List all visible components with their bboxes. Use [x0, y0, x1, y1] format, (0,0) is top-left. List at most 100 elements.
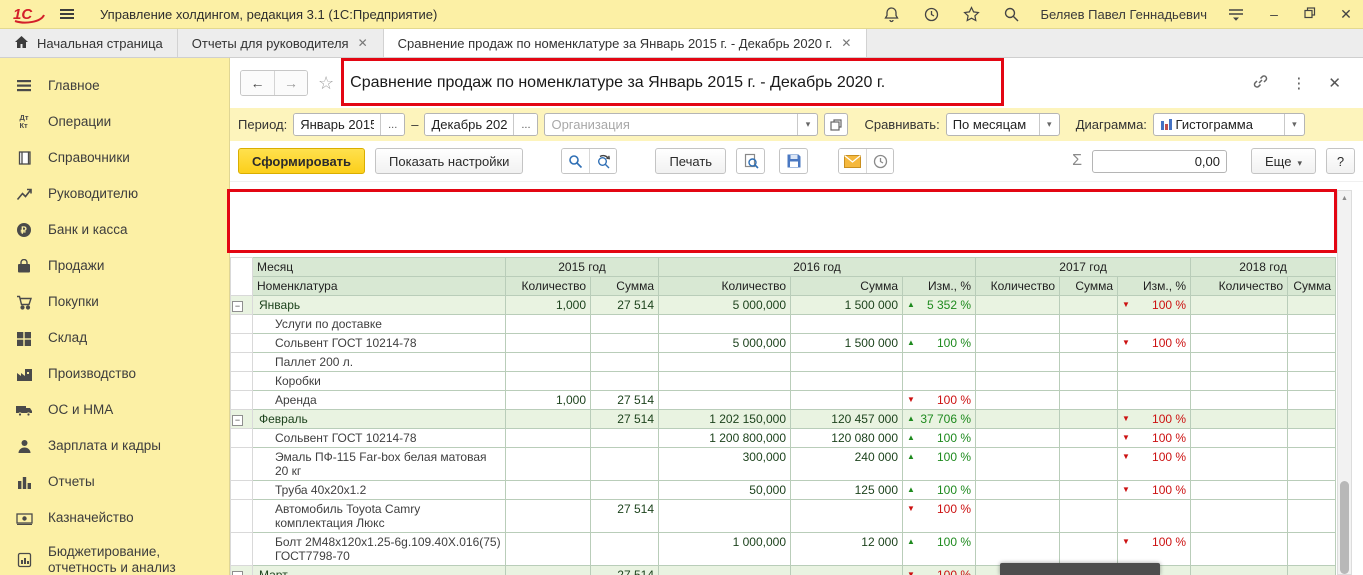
send-mail-button[interactable]	[839, 149, 867, 173]
cell-g16[interactable]: ▲ 100 %	[901, 480, 977, 500]
restore-button[interactable]	[1301, 6, 1319, 22]
cell-s16[interactable]	[790, 352, 903, 372]
cell-g17[interactable]	[1117, 390, 1192, 410]
header-nomenclature[interactable]: Номенклатура	[252, 276, 506, 296]
cell-g16[interactable]	[901, 352, 977, 372]
cell-q15[interactable]	[505, 565, 591, 575]
cell-nomenclature[interactable]: Сольвент ГОСТ 10214-78	[252, 333, 506, 353]
cell-s18[interactable]	[1287, 409, 1337, 429]
tab-home[interactable]: Начальная страница	[0, 29, 178, 57]
cell-nomenclature[interactable]: Труба 40х20х1.2	[252, 480, 506, 500]
organization-combo[interactable]: ▾	[544, 113, 819, 136]
cell-q16[interactable]	[658, 565, 791, 575]
cell-q17[interactable]	[975, 352, 1061, 372]
header-sum-2015[interactable]: Сумма	[590, 276, 659, 296]
show-settings-button[interactable]: Показать настройки	[375, 148, 524, 174]
header-qty-2018[interactable]: Количество	[1190, 276, 1289, 296]
cell-s15[interactable]: 27 514	[590, 409, 659, 429]
period-to-input[interactable]	[425, 114, 514, 135]
cell-nomenclature[interactable]: Автомобиль Toyota Camry комплектация Люк…	[252, 499, 506, 533]
organization-input[interactable]	[545, 117, 798, 132]
cell-s16[interactable]: 125 000	[790, 480, 903, 500]
cell-s18[interactable]	[1287, 371, 1337, 391]
sidebar-item-5[interactable]: Продажи	[0, 248, 229, 284]
cell-s16[interactable]	[790, 390, 903, 410]
schedule-button[interactable]	[866, 149, 894, 173]
cell-s16[interactable]: 12 000	[790, 532, 903, 566]
cell-q15[interactable]	[505, 371, 591, 391]
print-preview-button[interactable]	[736, 148, 766, 174]
cell-q15[interactable]	[505, 333, 591, 353]
cell-nomenclature[interactable]: Март	[252, 565, 506, 575]
sidebar-item-3[interactable]: Руководителю	[0, 176, 229, 212]
cell-q18[interactable]	[1190, 390, 1289, 410]
cell-s18[interactable]	[1287, 333, 1337, 353]
cell-q18[interactable]	[1190, 480, 1289, 500]
sidebar-item-9[interactable]: ОС и НМА	[0, 392, 229, 428]
sidebar-item-4[interactable]: ₽ Банк и касса	[0, 212, 229, 248]
header-year-2017[interactable]: 2017 год	[975, 257, 1192, 277]
add-favorite-star-icon[interactable]: ☆	[318, 72, 335, 93]
cell-q15[interactable]	[505, 428, 591, 448]
cell-s15[interactable]	[590, 333, 659, 353]
cell-s16[interactable]: 1 500 000	[790, 333, 903, 353]
header-chg-2016[interactable]: Изм., %	[901, 276, 977, 296]
vertical-scrollbar[interactable]: ▲	[1337, 190, 1352, 575]
cell-s16[interactable]: 120 457 000	[790, 409, 903, 429]
cell-s17[interactable]	[1059, 295, 1119, 315]
header-year-2018[interactable]: 2018 год	[1190, 257, 1337, 277]
more-actions-icon[interactable]: ⋮	[1291, 75, 1307, 92]
cell-g16[interactable]: ▼ 100 %	[901, 390, 977, 410]
scroll-up-arrow-icon[interactable]: ▲	[1341, 195, 1348, 202]
cell-s16[interactable]	[790, 314, 903, 334]
cell-q15[interactable]: 1,000	[505, 390, 591, 410]
cell-q18[interactable]	[1190, 295, 1289, 315]
cell-q16[interactable]	[658, 371, 791, 391]
collapse-group-button[interactable]: −	[232, 301, 243, 312]
cell-q15[interactable]	[505, 480, 591, 500]
get-link-icon[interactable]	[1252, 73, 1269, 94]
cell-q15[interactable]	[505, 532, 591, 566]
cell-q18[interactable]	[1190, 428, 1289, 448]
close-report-icon[interactable]: ✕	[1328, 75, 1341, 92]
cell-nomenclature[interactable]: Аренда	[252, 390, 506, 410]
cell-q16[interactable]	[658, 390, 791, 410]
cell-g16[interactable]: ▼ 100 %	[901, 565, 977, 575]
main-menu-icon[interactable]	[56, 3, 78, 25]
cell-q15[interactable]	[505, 499, 591, 533]
header-year-2016[interactable]: 2016 год	[657, 257, 977, 277]
cell-s18[interactable]	[1287, 499, 1337, 533]
period-from-picker-button[interactable]: ...	[380, 114, 405, 135]
cell-s15[interactable]	[590, 447, 659, 481]
cell-g17[interactable]: ▼ 100 %	[1117, 447, 1192, 481]
sidebar-item-6[interactable]: Покупки	[0, 284, 229, 320]
cell-g16[interactable]: ▲ 100 %	[901, 428, 977, 448]
header-sum-2018[interactable]: Сумма	[1287, 276, 1337, 296]
cell-q17[interactable]	[975, 447, 1061, 481]
cell-nomenclature[interactable]: Сольвент ГОСТ 10214-78	[252, 428, 506, 448]
tab-close-icon[interactable]: ✕	[357, 36, 368, 50]
notifications-bell-icon[interactable]	[880, 3, 902, 25]
cell-q18[interactable]	[1190, 447, 1289, 481]
cell-q16[interactable]	[658, 314, 791, 334]
diagram-combo[interactable]: Гистограмма ▾	[1152, 113, 1305, 136]
cell-s16[interactable]: 1 500 000	[790, 295, 903, 315]
scrollbar-thumb[interactable]	[1340, 481, 1349, 574]
cell-s17[interactable]	[1059, 390, 1119, 410]
cell-s16[interactable]	[790, 499, 903, 533]
cell-g16[interactable]: ▲ 100 %	[901, 447, 977, 481]
sidebar-item-7[interactable]: Склад	[0, 320, 229, 356]
cell-s15[interactable]	[590, 428, 659, 448]
cell-s15[interactable]: 27 514	[590, 499, 659, 533]
header-qty-2015[interactable]: Количество	[505, 276, 591, 296]
print-button[interactable]: Печать	[655, 148, 727, 174]
cell-s17[interactable]	[1059, 532, 1119, 566]
cell-s15[interactable]: 27 514	[590, 295, 659, 315]
cell-s16[interactable]: 240 000	[790, 447, 903, 481]
generate-button[interactable]: Сформировать	[238, 148, 366, 174]
tab-1[interactable]: Отчеты для руководителя ✕	[178, 29, 384, 57]
sidebar-item-11[interactable]: Отчеты	[0, 464, 229, 500]
cell-s15[interactable]	[590, 480, 659, 500]
tab-close-icon[interactable]: ✕	[841, 36, 852, 50]
find-next-button[interactable]	[589, 149, 617, 173]
